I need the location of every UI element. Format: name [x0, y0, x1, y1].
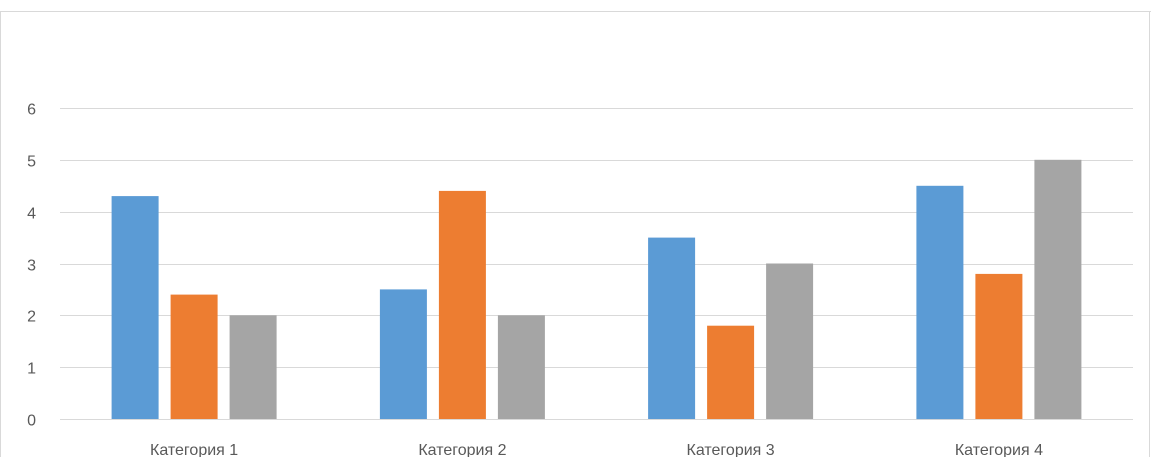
frame-border-top [0, 11, 1151, 12]
bar-category-3-series-2 [707, 325, 755, 419]
x-category-label: Категория 2 [418, 442, 506, 457]
bar-category-3-series-1 [648, 237, 696, 419]
bar-category-4-series-1 [916, 185, 964, 420]
bar-category-4-series-3 [1034, 159, 1082, 420]
y-axis-tick-labels: 0 1 2 3 4 5 6 [27, 102, 36, 430]
y-tick-label: 3 [27, 258, 36, 275]
bar-category-2-series-3 [497, 315, 545, 419]
frame-border-right [1149, 11, 1150, 457]
y-tick-label: 1 [27, 361, 36, 378]
bar-category-1-series-1 [111, 196, 159, 419]
bar-category-1-series-2 [170, 294, 218, 419]
bar-category-2-series-2 [438, 190, 486, 419]
bar-category-3-series-3 [766, 263, 814, 419]
bar-category-1-series-3 [229, 315, 277, 419]
x-axis-category-labels: Категория 1 Категория 2 Категория 3 Категор… [150, 442, 1043, 457]
x-category-label: Категория 1 [150, 442, 238, 457]
gridlines [60, 108, 1133, 420]
y-tick-label: 4 [27, 206, 36, 223]
frame-border-left [0, 11, 1, 457]
y-tick-label: 0 [27, 413, 36, 430]
y-tick-label: 5 [27, 154, 36, 171]
bar-category-4-series-2 [975, 273, 1023, 419]
x-category-label: Категория 4 [955, 442, 1043, 457]
x-category-label: Категория 3 [687, 442, 775, 457]
y-tick-label: 2 [27, 309, 36, 326]
bars [111, 159, 1082, 420]
y-tick-label: 6 [27, 102, 36, 119]
bar-category-2-series-1 [379, 289, 427, 419]
